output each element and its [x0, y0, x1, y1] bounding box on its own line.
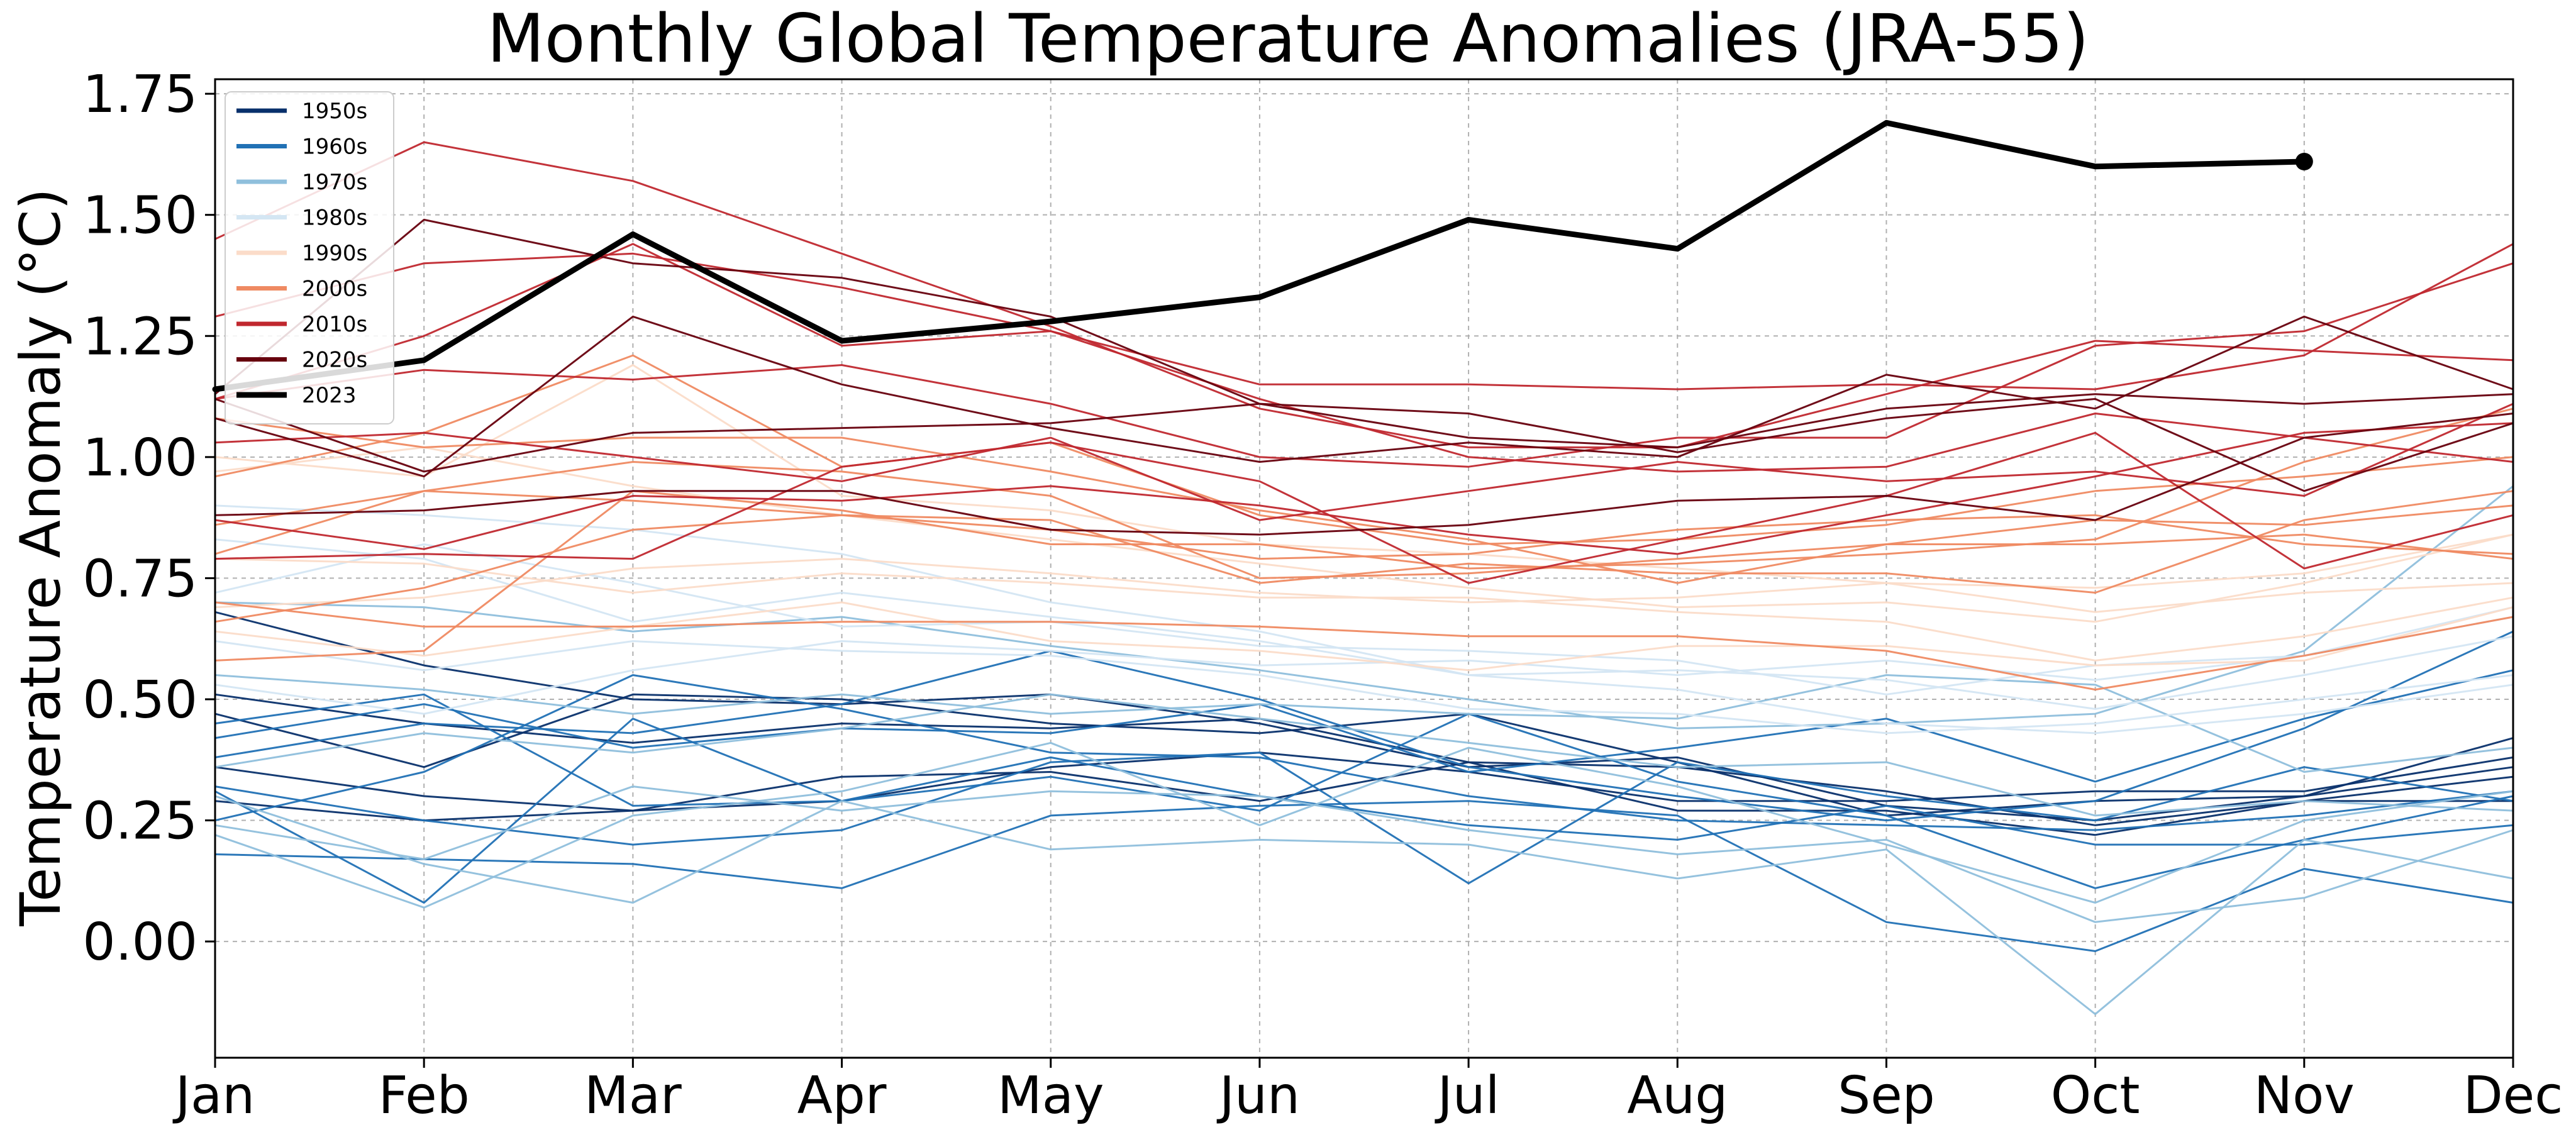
y-tick-label: 0.25 [82, 792, 197, 851]
series-line-2023 [212, 119, 2307, 392]
legend-label: 2000s [302, 277, 367, 302]
series-line-2010s [214, 243, 2514, 391]
series-line-1990s [214, 558, 2514, 613]
series-line-2010s [214, 402, 2514, 521]
x-tick-label: Jan [172, 1066, 255, 1126]
x-tick-label: Jul [1435, 1066, 1500, 1126]
series-line-1970s [214, 795, 2514, 1016]
legend-label: 2020s [302, 348, 367, 373]
series-line-1980s [214, 616, 2514, 715]
series-line-1980s [214, 538, 2514, 710]
series-line-1980s [214, 504, 2514, 735]
legend-label: 1980s [302, 206, 367, 231]
legend-label: 1960s [302, 135, 367, 160]
axes-frame [214, 78, 2514, 1059]
y-tick-label: 1.25 [82, 307, 197, 367]
chart-title: Monthly Global Temperature Anomalies (JR… [487, 0, 2089, 77]
series-line-1990s [214, 601, 2514, 672]
series-line-2010s [214, 262, 2514, 468]
series-line-1960s [214, 630, 2514, 822]
y-tick-label: 0.75 [82, 549, 197, 609]
series-line-1960s [214, 693, 2514, 846]
series-line-1970s [214, 785, 2514, 923]
x-tick-label: Mar [584, 1066, 682, 1126]
series-line-1980s [214, 640, 2514, 735]
x-tick-label: Feb [379, 1066, 470, 1126]
series-line-1960s [214, 800, 2514, 952]
y-tick-label: 1.50 [82, 186, 197, 246]
x-tick-label: Sep [1838, 1066, 1935, 1126]
x-tick-label: Oct [2051, 1066, 2140, 1126]
y-axis-label: Temperature Anomaly (°C) [8, 188, 73, 926]
series-end-marker [2295, 152, 2313, 170]
series-line-1970s [214, 741, 2514, 909]
series-line-2010s [214, 243, 2514, 473]
y-tick-label: 0.00 [82, 912, 197, 972]
series-line-2000s [214, 417, 2514, 584]
x-tick-label: Nov [2254, 1066, 2355, 1126]
series-line-2000s [214, 461, 2514, 579]
x-tick-label: Jun [1216, 1066, 1300, 1126]
legend-label: 2023 [302, 383, 357, 408]
legend-label: 2010s [302, 312, 367, 337]
series-line-1970s [214, 693, 2514, 817]
x-tick-label: Aug [1627, 1066, 1728, 1126]
series-line-2000s [214, 490, 2514, 560]
legend-box [225, 91, 394, 424]
series-line-1960s [214, 751, 2514, 885]
series-line-1950s [214, 693, 2514, 817]
y-tick-label: 1.75 [82, 65, 197, 125]
x-tick-label: May [997, 1066, 1104, 1126]
plot-area: Jan Feb Mar Apr May Jun Jul Aug Sep Oct Nov Dec 0.00… [82, 65, 2563, 1126]
legend-label: 1990s [302, 241, 367, 266]
series-line-2020s [214, 315, 2514, 478]
series-line-2020s [214, 393, 2514, 473]
series-line-1950s [214, 611, 2514, 822]
x-tick-label: Apr [797, 1066, 887, 1126]
series-line-2010s [214, 141, 2514, 448]
series-line-1950s [214, 761, 2514, 836]
x-tick-label: Dec [2463, 1066, 2563, 1126]
y-tick-label: 0.50 [82, 670, 197, 730]
series-line-1990s [214, 364, 2514, 589]
series-line-1960s [214, 669, 2514, 783]
series-line-2010s [214, 422, 2514, 555]
series-line-2000s [214, 601, 2514, 691]
y-tick-label: 1.00 [82, 428, 197, 488]
series-line-1960s [214, 674, 2514, 831]
series-line-2000s [214, 490, 2514, 623]
series-line-1990s [214, 446, 2514, 623]
legend-label: 1950s [302, 99, 367, 124]
series-line-2020s [214, 413, 2514, 536]
series-line-2010s [214, 431, 2514, 584]
series-line-1970s [214, 674, 2514, 773]
legend-label: 1970s [302, 170, 367, 195]
